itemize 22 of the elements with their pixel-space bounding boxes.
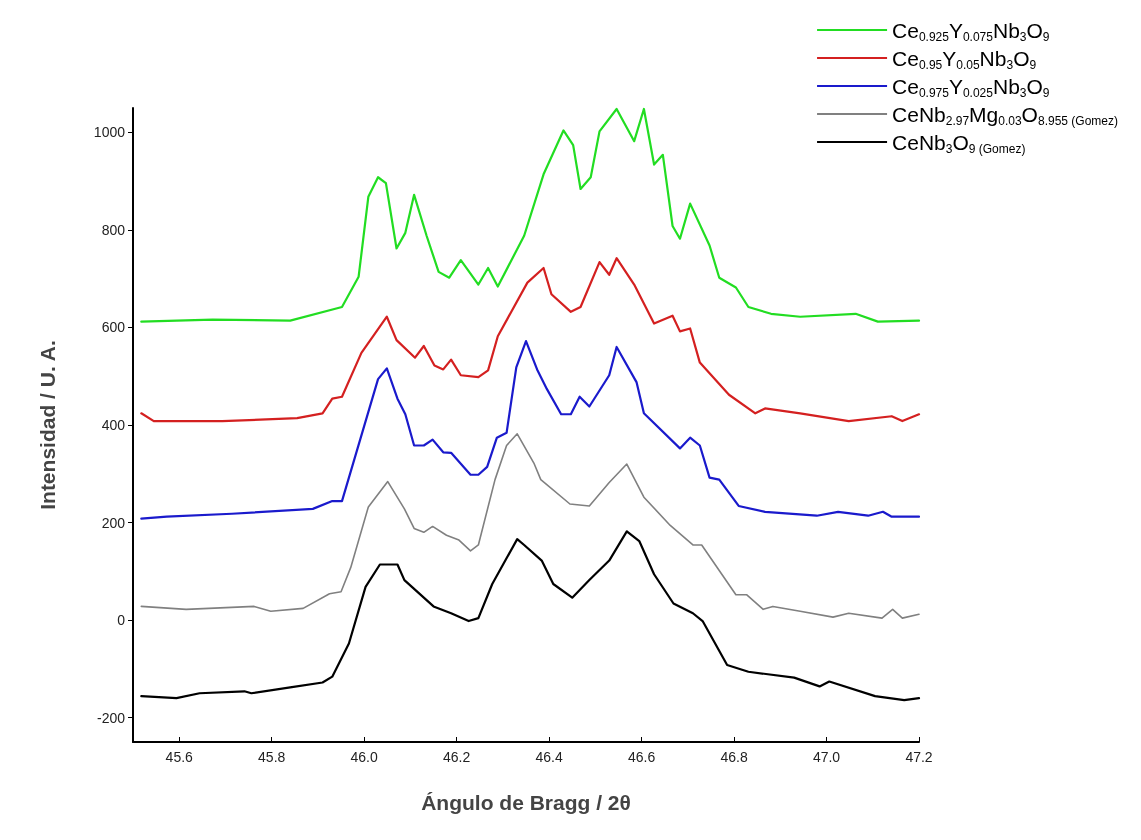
y-tick-label: 0 — [117, 612, 126, 629]
line-series — [140, 340, 921, 520]
x-tick-label: 45.6 — [165, 749, 194, 765]
x-axis-title: Ángulo de Bragg / 2θ — [421, 791, 631, 814]
y-tick-label: 1000 — [93, 124, 126, 141]
y-tick-label: 600 — [101, 319, 126, 336]
y-tick-label: -200 — [96, 709, 126, 726]
x-tick-label: 47.2 — [905, 749, 933, 765]
x-tick-label: 46.6 — [627, 749, 656, 765]
x-tick-label: 45.8 — [258, 749, 286, 765]
line-series — [140, 530, 921, 702]
x-tick-label: 46.0 — [350, 749, 379, 765]
y-axis-title: Intensidad / U. A. — [36, 340, 59, 510]
x-tick-label: 47.0 — [812, 749, 841, 765]
x-tick-label: 46.8 — [720, 749, 748, 765]
y-tick-label: 200 — [101, 514, 126, 531]
line-series — [140, 257, 921, 423]
line-series — [140, 432, 920, 619]
x-tick-label: 46.4 — [535, 749, 563, 765]
y-tick-label: 400 — [101, 417, 126, 433]
x-tick-label: 46.2 — [443, 749, 471, 765]
y-tick-label: 800 — [101, 221, 126, 238]
